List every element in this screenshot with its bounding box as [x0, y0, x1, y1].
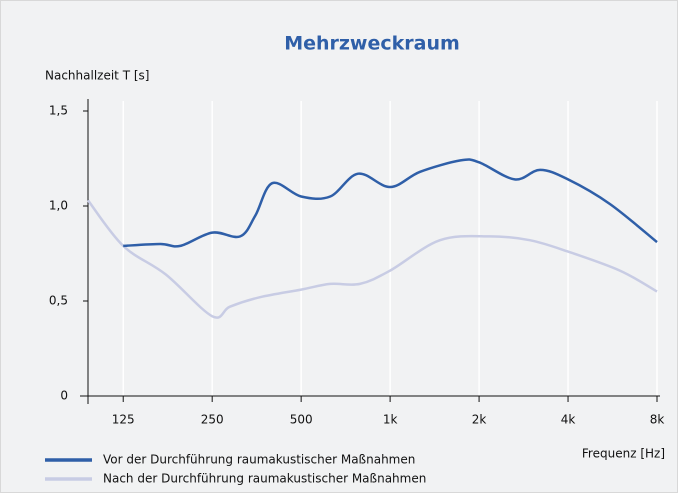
y-tick-label: 1,0	[49, 199, 68, 213]
y-axis-label: Nachhallzeit T [s]	[45, 69, 149, 83]
y-tick-label: 0,5	[49, 294, 68, 308]
x-tick-label: 500	[290, 413, 313, 427]
x-tick-label: 2k	[472, 413, 487, 427]
x-tick-label: 125	[112, 413, 135, 427]
x-tick-label: 8k	[650, 413, 665, 427]
x-axis-label: Frequenz [Hz]	[582, 447, 665, 461]
series-line	[123, 158, 658, 248]
x-tick-label: 250	[201, 413, 224, 427]
y-tick-label: 0	[60, 389, 68, 403]
y-tick-label: 1,5	[49, 104, 68, 118]
legend-label: Nach der Durchführung raumakustischer Ma…	[103, 472, 426, 486]
legend-label: Vor der Durchführung raumakustischer Maß…	[103, 453, 415, 467]
series-line	[87, 199, 658, 319]
chart-title: Mehrzweckraum	[284, 33, 460, 55]
x-tick-label: 1k	[383, 413, 398, 427]
x-tick-label: 4k	[561, 413, 576, 427]
